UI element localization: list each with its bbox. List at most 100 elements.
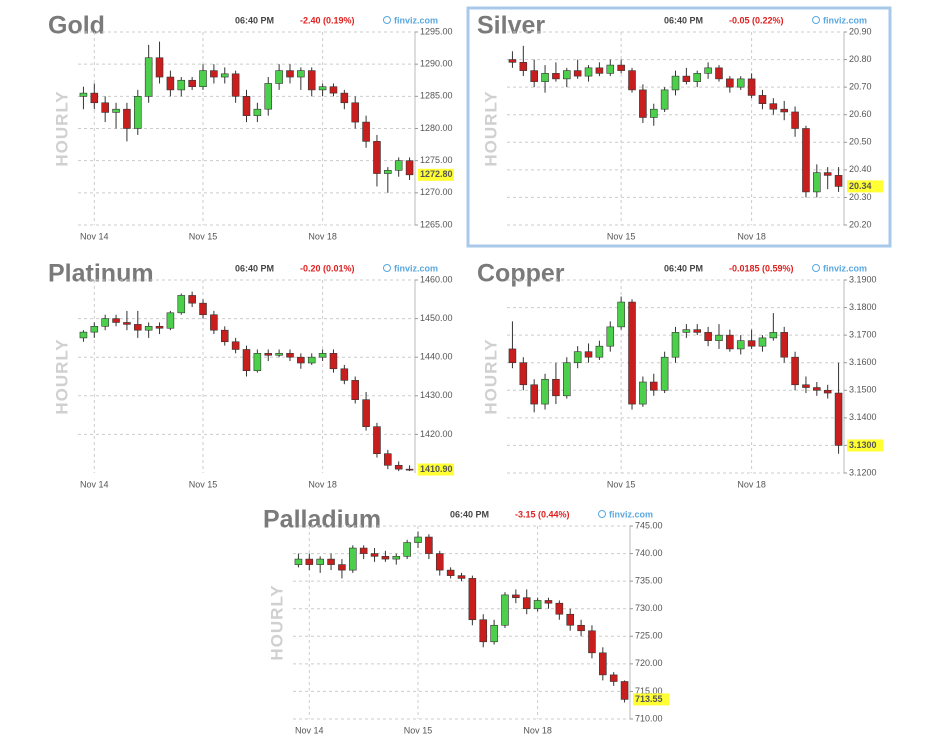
candle-body [617,64,625,71]
chart-panel: Gold 06:40 PM -2.40 (0.19%) finviz.com HOURL… [48,12,454,241]
candle-body [112,318,120,323]
candle-body [242,96,251,116]
candle-body [338,564,346,571]
candle-body [351,102,359,123]
time-label: 06:40 PM [450,509,489,519]
candle-body [563,362,571,397]
candle-body [297,356,305,364]
y-tick-label: 720.00 [635,658,663,668]
candle-body [609,674,618,682]
candle-body [253,353,262,372]
y-tick-label: 20.60 [849,109,872,119]
x-tick-label: Nov 15 [607,231,636,241]
chart-panel: Copper 06:40 PM -0.0185 (0.59%) finviz.com H… [477,260,883,489]
candle-body [318,353,327,358]
candle-body [79,331,88,339]
y-side-label: HOURLY [52,90,71,166]
candle-body [177,79,186,91]
candle-body [231,341,240,350]
candle-body [457,575,466,579]
candle-body [101,102,109,113]
x-tick-label: Nov 14 [80,231,109,241]
candle-body [435,553,444,571]
candle-body [649,381,658,391]
y-tick-label: 1280.00 [420,123,453,133]
source-icon [383,16,391,24]
time-label: 06:40 PM [664,15,703,25]
candle-body [595,345,604,358]
candle-body [264,353,273,356]
candle-body [555,602,564,615]
chart-title: Palladium [263,506,381,534]
candle-body [599,652,607,676]
candle-body [747,340,756,347]
y-side-label: HOURLY [481,338,500,414]
last-price-box [847,439,883,452]
candle-body [823,389,832,394]
last-price-label: 3.1300 [849,440,877,450]
candle-body [704,332,712,341]
candle-body [595,67,604,74]
candle-body [318,86,327,91]
candle-body [606,326,615,347]
candle-body [370,553,379,557]
y-tick-label: 1450.00 [420,313,453,323]
candle-body [552,73,560,80]
change-label: -2.40 (0.19%) [300,15,355,25]
candle-body [671,332,680,358]
chart-panel: Silver 06:40 PM -0.05 (0.22%) finviz.com HOU… [466,6,892,248]
candle-body [134,96,142,129]
candle-body [351,380,359,400]
y-tick-label: 20.90 [849,26,872,36]
candle-body [362,121,370,142]
candle-body [220,329,229,343]
last-price-box [633,693,669,706]
candle-body [649,108,658,118]
candle-body [468,578,477,621]
candle-body [736,78,745,88]
candle-body [508,348,517,364]
candle-body [791,111,799,129]
candle-body [144,326,153,331]
candle-body [297,70,305,78]
candle-body [726,78,734,88]
candle-body [566,613,574,626]
y-tick-label: 715.00 [635,686,663,696]
x-tick-label: Nov 18 [523,725,552,735]
change-label: -0.05 (0.22%) [729,15,784,25]
candle-body [307,70,316,91]
x-tick-label: Nov 18 [737,479,766,489]
candle-body [519,362,528,386]
candle-body [123,322,131,325]
candle-body [340,92,349,104]
x-tick-label: Nov 15 [189,231,218,241]
x-tick-label: Nov 18 [308,231,337,241]
source-label: finviz.com [394,263,438,273]
y-tick-label: 745.00 [635,520,663,530]
candle-body [660,356,669,391]
time-label: 06:40 PM [664,263,703,273]
candle-body [584,67,593,77]
candle-body [791,356,799,386]
candle-body [329,353,338,370]
candle-body [715,334,723,341]
chart-panel: Palladium 06:40 PM -3.15 (0.44%) finviz.com… [263,506,669,735]
candle-body [220,73,229,78]
y-tick-label: 20.50 [849,137,872,147]
candle-body [405,160,414,176]
candle-body [620,681,629,700]
y-tick-label: 20.20 [849,219,872,229]
source-label: finviz.com [394,15,438,25]
candle-body [628,70,636,91]
candle-body [479,619,488,643]
candle-body [834,392,843,446]
candle-body [446,569,455,576]
candle-body [769,103,778,110]
candle-body [693,73,702,82]
last-price-label: 1410.90 [420,464,453,474]
y-tick-label: 1265.00 [420,219,453,229]
chart-title: Gold [48,12,105,40]
candle-body [275,353,283,356]
candle-body [188,295,196,304]
y-tick-label: 710.00 [635,713,663,723]
